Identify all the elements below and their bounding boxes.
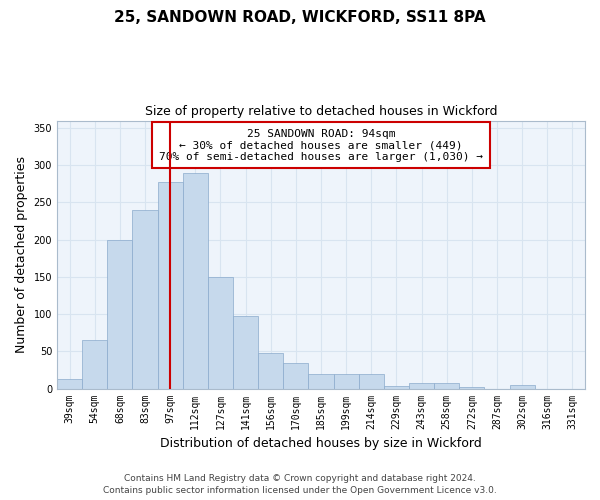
Bar (208, 277, 233, 388)
Title: Size of property relative to detached houses in Wickford: Size of property relative to detached ho… (145, 105, 497, 118)
Bar (158, 182, 183, 388)
Bar (434, 382, 459, 388)
Bar (133, 210, 158, 388)
Bar (359, 374, 384, 388)
Text: 25, SANDOWN ROAD, WICKFORD, SS11 8PA: 25, SANDOWN ROAD, WICKFORD, SS11 8PA (114, 10, 486, 25)
Bar (384, 386, 409, 388)
Bar (57, 379, 82, 388)
Bar (509, 385, 535, 388)
Bar (258, 353, 283, 388)
Bar (183, 172, 208, 388)
Text: Contains HM Land Registry data © Crown copyright and database right 2024.
Contai: Contains HM Land Registry data © Crown c… (103, 474, 497, 495)
Text: 25 SANDOWN ROAD: 94sqm
← 30% of detached houses are smaller (449)
70% of semi-de: 25 SANDOWN ROAD: 94sqm ← 30% of detached… (159, 128, 483, 162)
Bar (107, 240, 133, 388)
Bar (334, 374, 359, 388)
Bar (459, 387, 484, 388)
Y-axis label: Number of detached properties: Number of detached properties (15, 156, 28, 353)
Bar (82, 340, 107, 388)
X-axis label: Distribution of detached houses by size in Wickford: Distribution of detached houses by size … (160, 437, 482, 450)
Bar (409, 382, 434, 388)
Bar (308, 374, 334, 388)
Bar (233, 316, 258, 388)
Bar (283, 362, 308, 388)
